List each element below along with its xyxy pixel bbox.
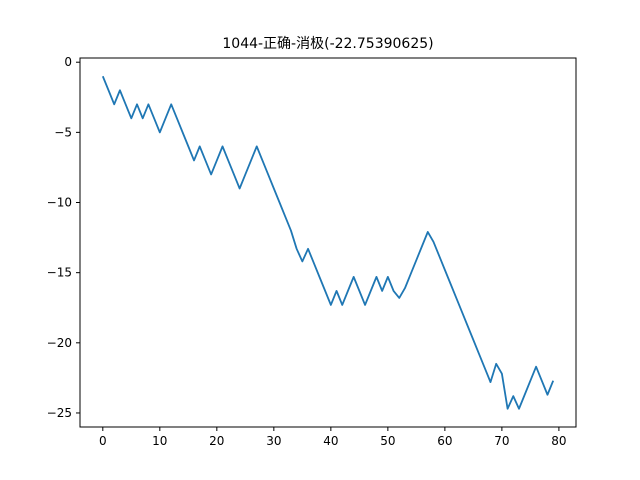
x-tick-label: 80 xyxy=(551,434,566,448)
y-tick-label: −10 xyxy=(47,196,72,210)
chart-title: 1044-正确-消极(-22.75390625) xyxy=(222,36,433,52)
y-tick-label: −25 xyxy=(47,406,72,420)
x-tick-label: 30 xyxy=(266,434,281,448)
plot-frame xyxy=(79,57,577,428)
x-tick-label: 10 xyxy=(152,434,167,448)
x-tick-label: 60 xyxy=(437,434,452,448)
x-tick-label: 20 xyxy=(209,434,224,448)
axis-ticks: 0 10 20 30 40 50 60 70 80 0 −5 −10 −15 −20 −25 xyxy=(47,55,567,448)
x-tick-label: 40 xyxy=(323,434,338,448)
series-line xyxy=(101,75,555,410)
x-tick-label: 70 xyxy=(494,434,509,448)
y-tick-label: −5 xyxy=(54,125,72,139)
x-tick-label: 0 xyxy=(99,434,107,448)
y-tick-label: −20 xyxy=(47,336,72,350)
y-tick-label: −15 xyxy=(47,266,72,280)
x-tick-label: 50 xyxy=(380,434,395,448)
y-tick-label: 0 xyxy=(64,55,72,69)
